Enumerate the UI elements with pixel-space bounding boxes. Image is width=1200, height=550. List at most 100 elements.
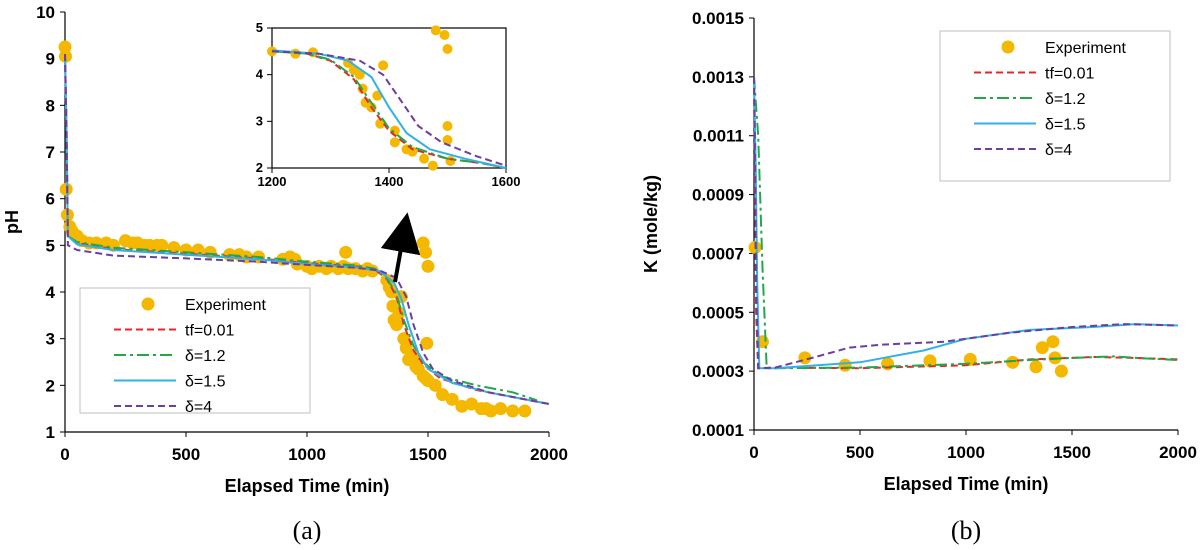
b-experiment-point [1029,360,1043,374]
inset-experiment-point [442,44,453,54]
b-experiment-point [838,358,852,372]
b-experiment-point [1046,335,1060,349]
b-legend-label: δ=4 [1045,142,1072,159]
a-experiment-point [420,336,434,350]
b-legend-label: δ=1.2 [1045,91,1086,108]
a-experiment-point [419,245,433,259]
b-experiment-point [1006,355,1020,369]
a-experiment-point [155,238,169,252]
a-y-tick-label: 7 [46,143,55,162]
a-series-line-3 [64,53,550,405]
a-y-axis-title: pH [2,210,22,234]
b-y-tick-label: 0.0013 [692,68,744,87]
a-x-tick-label: 2000 [530,445,568,464]
inset-y-tick-label: 5 [256,20,263,35]
inset-experiment-point [427,160,438,171]
a-experiment-point [339,245,353,259]
a-legend-label: δ=1.5 [185,374,226,391]
inset-experiment-point [407,146,418,157]
inset-experiment-point [419,153,430,164]
b-legend-label: tf=0.01 [1045,66,1094,83]
a-y-tick-label: 4 [46,283,56,302]
b-y-tick-label: 0.0015 [692,9,744,28]
b-y-tick-label: 0.0007 [692,244,744,263]
a-x-axis-title: Elapsed Time (min) [225,476,390,496]
inset-series-line-4 [271,50,507,167]
b-y-tick-label: 0.0005 [692,303,744,322]
a-experiment-point [421,259,435,273]
b-experiment-point [923,354,937,368]
a-experiment-point [436,388,450,402]
a-experiment-point [390,318,404,332]
chart-a: 0 500 1000 1500 2000 1 2 3 4 5 6 7 8 9 10 Elapsed Time … [2,3,568,545]
b-series-line-4 [753,76,1179,370]
inset-x-tick-label: 1600 [492,174,521,189]
a-legend-label: tf=0.01 [185,323,234,340]
a-experiment-point [506,404,520,418]
b-y-tick-label: 0.0009 [692,186,744,205]
a-experiment-point [445,392,459,406]
a-experiment-point [399,341,413,355]
inset-experiment-point [389,137,400,148]
b-series-line-2 [753,76,1179,370]
b-x-tick-label: 2000 [1159,443,1197,462]
inset-y-tick-label: 3 [256,113,263,128]
a-experiment-point [392,306,406,320]
inset-series-line-2 [271,50,507,169]
b-series-line-3 [753,76,1179,370]
b-x-tick-label: 0 [749,443,758,462]
a-legend-marker [141,297,155,311]
a-experiment-point [465,397,479,411]
a-x-tick-label: 0 [60,445,69,464]
inset-experiment-point [439,30,450,40]
inset-y-tick-label: 2 [256,160,263,175]
b-experiment-point [963,352,977,366]
b-experiment-point [1054,364,1068,378]
inset-experiment-point [378,60,389,71]
b-x-tick-label: 1000 [947,443,985,462]
a-y-tick-label: 8 [46,96,55,115]
a-legend-box [79,287,311,414]
inset-x-tick-label: 1200 [258,174,287,189]
inset-experiment-point [442,121,453,131]
b-y-tick-label: 0.0001 [692,421,744,440]
b-y-axis-title: K (mole/kg) [641,175,661,273]
a-experiment-point [428,378,442,392]
a-x-tick-label: 1000 [288,445,326,464]
a-x-tick-label: 1500 [409,445,447,464]
inset-x-tick-label: 1400 [375,174,404,189]
inset-experiment-point [442,135,453,145]
b-y-tick-label: 0.0003 [692,362,744,381]
a-experiment-point [59,182,73,196]
a-y-tick-label: 9 [46,50,55,69]
b-x-axis-title: Elapsed Time (min) [884,474,1049,494]
b-panel-label: (b) [951,516,981,545]
a-experiment-point [518,404,532,418]
a-experiment-point [385,285,399,299]
a-experiment-point [58,40,72,54]
inset-experiment-point [430,25,441,36]
a-y-tick-label: 5 [46,236,55,255]
a-legend-label: Experiment [185,297,266,314]
b-legend-box [939,30,1171,182]
inset-experiment-point [354,69,365,80]
b-x-tick-label: 500 [846,443,874,462]
b-experiment-point [1035,341,1049,355]
b-y-tick-label: 0.0011 [693,127,744,146]
a-y-tick-label: 1 [46,423,55,442]
a-panel-label: (a) [293,516,322,545]
inset-y-tick-label: 4 [256,67,264,82]
chart-b: 0 500 1000 1500 2000 0.0001 0.0003 0.0005 0.0007… [641,9,1197,545]
inset-experiment-point [375,118,386,129]
a-series-line-4 [64,53,550,405]
a-legend-label: δ=4 [185,399,212,416]
b-legend-marker [1001,40,1015,54]
a-legend-label: δ=1.2 [185,348,226,365]
a-y-tick-label: 3 [46,330,55,349]
b-x-tick-label: 1500 [1053,443,1091,462]
zoom-arrow [380,212,421,283]
a-y-tick-label: 6 [46,190,55,209]
b-legend-label: Experiment [1045,40,1126,57]
inset-plot-frame [271,27,507,169]
